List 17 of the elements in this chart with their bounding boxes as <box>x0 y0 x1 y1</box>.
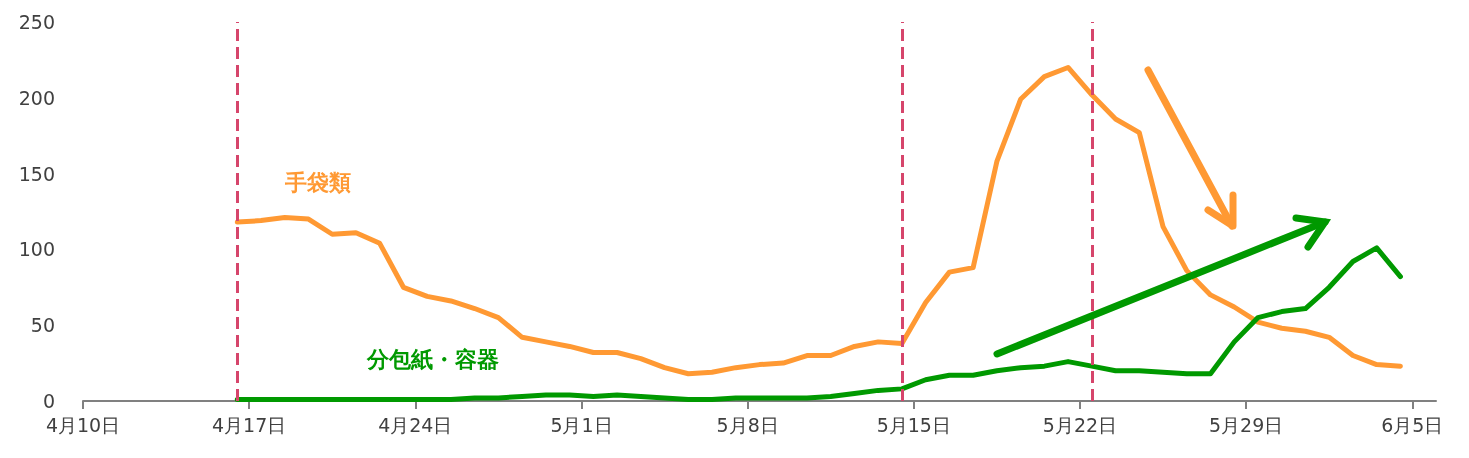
x-tick-label: 5月22日 <box>1042 413 1118 436</box>
x-tick-label: 5月15日 <box>876 413 951 436</box>
y-tick-label: 200 <box>18 86 55 109</box>
y-tick-label: 250 <box>18 11 55 33</box>
y-tick-label: 150 <box>18 162 55 185</box>
y-tick-label: 0 <box>42 390 55 412</box>
series-label: 分包紙・容器 <box>366 346 499 372</box>
x-tick-label: 5月29日 <box>1208 413 1284 436</box>
x-tick-label: 4月10日 <box>45 413 121 436</box>
y-tick-label: 100 <box>18 238 55 261</box>
y-tick-label: 50 <box>30 314 55 337</box>
x-tick-label: 5月8日 <box>716 413 779 436</box>
x-tick-label: 4月24日 <box>378 413 453 436</box>
x-tick-label: 5月1日 <box>550 413 613 436</box>
x-tick-label: 6月5日 <box>1381 413 1444 436</box>
series-label: 手袋類 <box>284 169 351 195</box>
x-tick-label: 4月17日 <box>212 413 287 436</box>
